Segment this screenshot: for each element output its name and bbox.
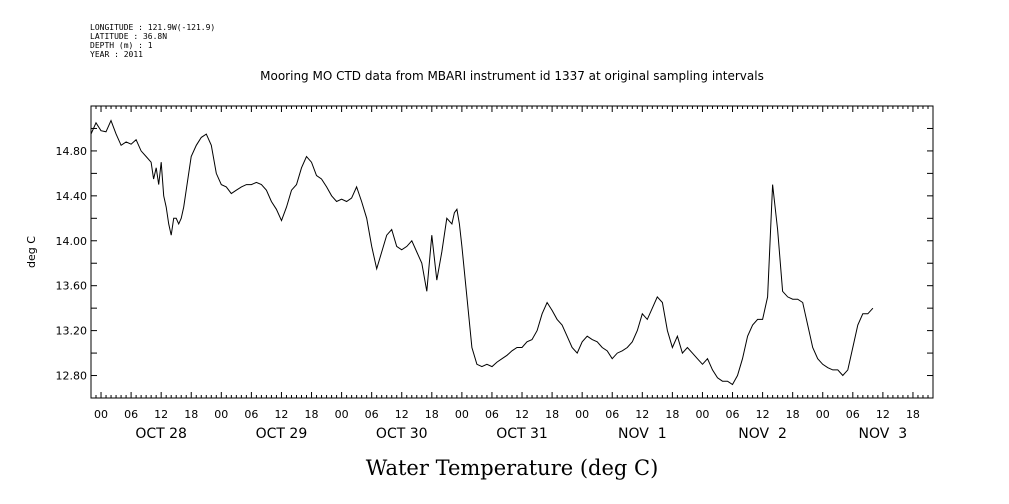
day-label: OCT 31 <box>496 426 548 442</box>
x-tick-label: 12 <box>876 408 890 421</box>
x-tick-label: 00 <box>455 408 469 421</box>
x-tick-label: 06 <box>726 408 740 421</box>
y-axis: 12.80 13.20 13.60 14.00 14.40 14.80 <box>56 105 933 399</box>
x-tick-label: 18 <box>305 408 319 421</box>
x-tick-label: 12 <box>515 408 529 421</box>
minor-ticks <box>90 106 934 398</box>
x-tick-label: 18 <box>786 408 800 421</box>
x-tick-label: 12 <box>154 408 168 421</box>
x-tick-label: 18 <box>425 408 439 421</box>
y-tick-label: 14.40 <box>56 190 88 203</box>
x-tick-label: 00 <box>214 408 228 421</box>
y-axis-label: deg C <box>25 236 38 268</box>
day-label: NOV 3 <box>859 426 908 442</box>
x-tick-label: 00 <box>335 408 349 421</box>
plot-frame <box>90 105 934 399</box>
x-tick-label: 18 <box>184 408 198 421</box>
x-axis: 00 06 12 18 00 06 12 18 00 06 12 18 00 06 12 18 00 06 12 18… <box>94 408 920 421</box>
x-tick-label: 06 <box>365 408 379 421</box>
chart-title: Mooring MO CTD data from MBARI instrumen… <box>260 69 764 83</box>
x-tick-label: 12 <box>395 408 409 421</box>
meta-longitude: LONGITUDE : 121.9W(-121.9) <box>90 23 215 32</box>
y-tick-label: 13.20 <box>56 325 88 338</box>
day-label: OCT 29 <box>256 426 308 442</box>
day-label: NOV 1 <box>618 426 667 442</box>
meta-latitude: LATITUDE : 36.8N <box>90 32 167 41</box>
x-axis-label: Water Temperature (deg C) <box>366 456 659 480</box>
day-label: OCT 30 <box>376 426 428 442</box>
x-tick-label: 12 <box>756 408 770 421</box>
temperature-line <box>90 119 874 386</box>
y-tick-label: 13.60 <box>56 280 88 293</box>
y-tick-label: 14.80 <box>56 145 88 158</box>
day-label: NOV 2 <box>738 426 787 442</box>
x-tick-label: 06 <box>605 408 619 421</box>
x-tick-label: 18 <box>665 408 679 421</box>
x-tick-label: 06 <box>124 408 138 421</box>
x-tick-label: 00 <box>695 408 709 421</box>
x-tick-label: 06 <box>485 408 499 421</box>
x-tick-label: 12 <box>635 408 649 421</box>
meta-depth: DEPTH (m) : 1 <box>90 41 153 50</box>
x-tick-label: 12 <box>274 408 288 421</box>
x-tick-label: 00 <box>94 408 108 421</box>
y-tick-label: 12.80 <box>56 370 88 383</box>
day-label: OCT 28 <box>135 426 187 442</box>
x-tick-label: 06 <box>244 408 258 421</box>
day-labels: OCT 28 OCT 29 OCT 30 OCT 31 NOV 1 NOV 2 NOV 3 <box>135 426 907 442</box>
y-tick-label: 14.00 <box>56 235 88 248</box>
meta-year: YEAR : 2011 <box>90 50 143 59</box>
x-tick-label: 18 <box>545 408 559 421</box>
x-tick-label: 06 <box>846 408 860 421</box>
x-tick-label: 00 <box>575 408 589 421</box>
x-tick-label: 00 <box>816 408 830 421</box>
x-tick-label: 18 <box>906 408 920 421</box>
